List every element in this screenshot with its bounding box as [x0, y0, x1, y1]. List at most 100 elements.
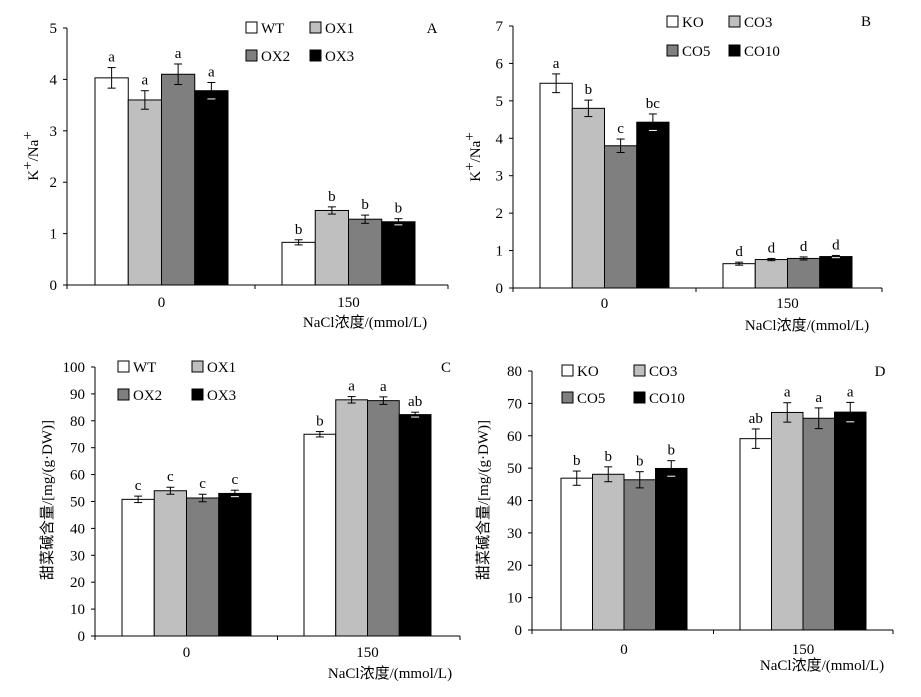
- x-tick-label: 150: [356, 645, 379, 661]
- y-tick-label: 40: [507, 494, 522, 510]
- x-tick-label: 150: [792, 642, 815, 658]
- legend-label-co5: CO5: [682, 44, 710, 60]
- bar-wt-0: [94, 77, 129, 286]
- y-tick-label: 4: [496, 131, 504, 147]
- y-tick-label: 5: [50, 21, 58, 37]
- x-tick-label: 150: [776, 296, 799, 312]
- x-axis-title: NaCl浓度/(mmol/L): [760, 657, 884, 674]
- legend-swatch-ox3: [191, 388, 204, 401]
- chart-panel-a: 0 1 2 3 4 5 0 150 a b a b a b a b WT OX1 OX2 OX3 A NaCl浓度/(mm…: [20, 21, 449, 331]
- legend-swatch-ox2: [117, 388, 130, 401]
- x-axis-title: NaCl浓度/(mmol/L): [328, 665, 452, 682]
- y-tick-label: 3: [50, 124, 58, 140]
- significance-letter: d: [832, 237, 840, 253]
- significance-letter: b: [668, 443, 676, 459]
- y-axis-title: 甜菜碱含量/[mg/(g·DW)]: [39, 420, 56, 580]
- significance-letter: c: [617, 121, 624, 137]
- y-axis-title-part: /Na: [26, 139, 42, 161]
- legend-label-ox3: OX3: [207, 388, 236, 404]
- significance-letter: c: [199, 476, 206, 492]
- panel-label: B: [861, 14, 871, 30]
- y-axis-title-part: +: [20, 161, 36, 169]
- y-axis-title: K+/Na+: [20, 131, 42, 180]
- legend-swatch-co5: [561, 391, 574, 404]
- significance-letter: b: [605, 449, 613, 465]
- significance-letter: a: [847, 384, 854, 400]
- legend-label-wt: WT: [133, 360, 156, 376]
- bar-co10-150: [819, 256, 853, 289]
- y-tick-label: 0: [515, 623, 523, 639]
- chart-panel-b: 0 1 2 3 4 5 6 7 0 150 a d b d c d bc d KO CO3 CO5 CO10 B NaCl浓度…: [462, 14, 883, 334]
- significance-letter: a: [348, 379, 355, 395]
- significance-letter: a: [142, 73, 149, 89]
- y-tick-label: 1: [496, 244, 504, 260]
- legend-swatch-ko: [561, 364, 574, 377]
- y-axis-title-part: /Na: [468, 140, 484, 162]
- bar-ko-0: [539, 82, 573, 289]
- legend-label-wt: WT: [261, 21, 284, 37]
- panel-label: A: [427, 21, 438, 37]
- y-tick-label: 3: [496, 169, 504, 185]
- x-axis-title: NaCl浓度/(mmol/L): [303, 314, 427, 331]
- bar-ox3-150: [381, 221, 416, 286]
- y-tick-label: 0: [78, 629, 86, 645]
- legend-swatch-co5: [666, 44, 679, 57]
- bar-wt-150: [281, 241, 316, 286]
- legend-swatch-ko: [666, 15, 679, 28]
- legend-label-ko: KO: [577, 364, 599, 380]
- significance-letter: b: [328, 189, 336, 205]
- legend-swatch-co10: [633, 391, 646, 404]
- significance-letter: b: [395, 201, 403, 217]
- y-tick-label: 70: [70, 441, 85, 457]
- significance-letter: a: [553, 56, 560, 72]
- significance-letter: bc: [646, 96, 661, 112]
- x-tick-label: 0: [620, 642, 628, 658]
- x-tick-label: 0: [183, 645, 191, 661]
- legend-label-co3: CO3: [744, 15, 772, 31]
- significance-letter: b: [316, 414, 324, 430]
- bar-ox1-150: [335, 399, 368, 637]
- legend-label-ox2: OX2: [261, 49, 290, 65]
- significance-letter: a: [380, 379, 387, 395]
- legend-swatch-ox1: [191, 360, 204, 373]
- y-tick-label: 50: [507, 461, 522, 477]
- y-tick-label: 2: [496, 206, 504, 222]
- bar-ko-0: [560, 477, 593, 631]
- legend-swatch-wt: [245, 21, 258, 34]
- bar-co10-0: [636, 121, 670, 289]
- legend-label-co5: CO5: [577, 391, 605, 407]
- y-axis-title: 甜菜碱含量/[mg/(g·DW)]: [475, 420, 492, 580]
- y-tick-label: 10: [70, 602, 85, 618]
- bar-co5-0: [604, 145, 638, 289]
- bar-co3-150: [754, 259, 788, 289]
- y-tick-label: 100: [63, 360, 86, 376]
- bar-co10-150: [834, 411, 867, 631]
- bar-wt-0: [121, 498, 155, 637]
- significance-letter: a: [108, 50, 115, 66]
- bar-co5-150: [802, 417, 835, 631]
- y-tick-label: 4: [50, 72, 58, 88]
- x-tick-label: 0: [158, 295, 166, 311]
- y-tick-label: 20: [70, 575, 85, 591]
- bar-ox1-150: [314, 209, 349, 286]
- y-tick-label: 40: [70, 521, 85, 537]
- y-axis-title: K+/Na+: [462, 132, 484, 181]
- bar-ko-150: [722, 263, 756, 289]
- legend-swatch-co3: [728, 15, 741, 28]
- legend-label-co3: CO3: [649, 364, 677, 380]
- bar-co10-0: [655, 467, 688, 631]
- legend-swatch-ox2: [245, 49, 258, 62]
- panel-label: D: [875, 364, 886, 380]
- chart-panel-c: 0 10 20 30 40 50 60 70 80 90 100 0 150 c b c a c a c ab WT OX1…: [39, 360, 461, 682]
- y-tick-label: 50: [70, 495, 85, 511]
- legend-swatch-ox3: [309, 49, 322, 62]
- y-tick-label: 30: [507, 526, 522, 542]
- legend-label-ox1: OX1: [207, 360, 236, 376]
- significance-letter: d: [735, 244, 743, 260]
- significance-letter: b: [585, 82, 593, 98]
- panel-label: C: [441, 360, 451, 376]
- bar-ox2-0: [186, 497, 220, 637]
- bar-ox1-0: [153, 490, 187, 637]
- y-axis-title-part: K: [468, 171, 484, 182]
